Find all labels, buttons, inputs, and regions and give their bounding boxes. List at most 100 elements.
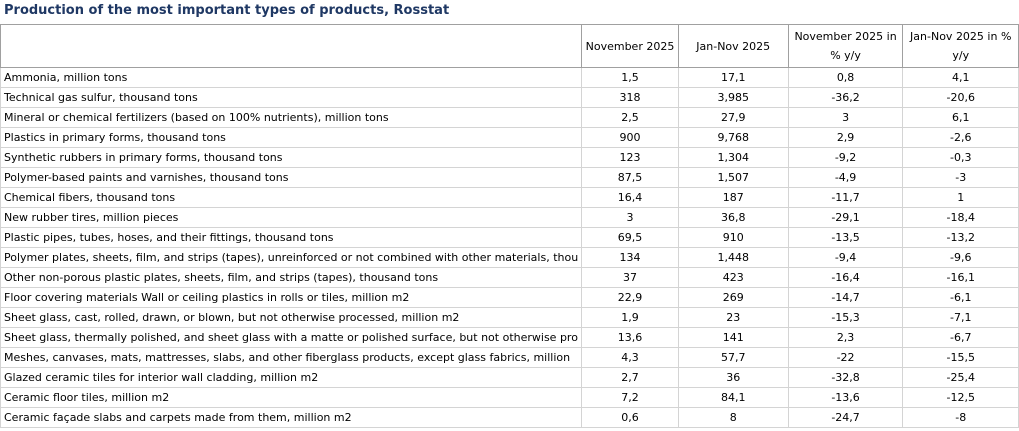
table-row: Technical gas sulfur, thousand tons 318 3,… bbox=[0, 87, 1019, 108]
label-cell: Meshes, canvases, mats, mattresses, slab… bbox=[0, 347, 583, 368]
number-cell: 1,304 bbox=[677, 147, 789, 168]
number-cell: -14,7 bbox=[787, 287, 904, 308]
number-cell: -13,5 bbox=[787, 227, 904, 248]
table-row: Synthetic rubbers in primary forms, thou… bbox=[0, 147, 1019, 168]
number-cell: -36,2 bbox=[787, 87, 904, 108]
table: November 2025 Jan-Nov 2025 November 2025 i… bbox=[0, 24, 1019, 428]
number-cell: -4,9 bbox=[787, 167, 904, 188]
number-cell: -22 bbox=[787, 347, 904, 368]
number-cell: -9,4 bbox=[787, 247, 904, 268]
number-cell: -15,3 bbox=[787, 307, 904, 328]
number-cell: -29,1 bbox=[787, 207, 904, 228]
label-cell: Other non-porous plastic plates, sheets,… bbox=[0, 267, 583, 288]
number-cell: 1,5 bbox=[581, 67, 679, 88]
number-cell: -9,2 bbox=[787, 147, 904, 168]
table-row: Ceramic façade slabs and carpets made fr… bbox=[0, 407, 1019, 428]
label-cell: Ceramic façade slabs and carpets made fr… bbox=[0, 407, 583, 428]
number-cell: 423 bbox=[677, 267, 789, 288]
label-cell: Glazed ceramic tiles for interior wall c… bbox=[0, 367, 583, 388]
number-cell: -20,6 bbox=[902, 87, 1019, 108]
column-header: November 2025 bbox=[581, 24, 679, 68]
number-cell: -6,1 bbox=[902, 287, 1019, 308]
label-cell: Sheet glass, cast, rolled, drawn, or blo… bbox=[0, 307, 583, 328]
number-cell: -16,4 bbox=[787, 267, 904, 288]
table-row: Polymer-based paints and varnishes, thou… bbox=[0, 167, 1019, 188]
number-cell: -11,7 bbox=[787, 187, 904, 208]
number-cell: 13,6 bbox=[581, 327, 679, 348]
number-cell: -3 bbox=[902, 167, 1019, 188]
number-cell: 900 bbox=[581, 127, 679, 148]
label-cell: Floor covering materials Wall or ceiling… bbox=[0, 287, 583, 308]
number-cell: -0,3 bbox=[902, 147, 1019, 168]
table-row: Plastics in primary forms, thousand tons… bbox=[0, 127, 1019, 148]
number-cell: 1 bbox=[902, 187, 1019, 208]
column-header: November 2025 in % y/y bbox=[787, 24, 904, 68]
number-cell: 1,507 bbox=[677, 167, 789, 188]
number-cell: 187 bbox=[677, 187, 789, 208]
number-cell: -13,2 bbox=[902, 227, 1019, 248]
number-cell: 16,4 bbox=[581, 187, 679, 208]
header-text: Jan-Nov 2025 bbox=[696, 39, 771, 53]
table-row: Polymer plates, sheets, film, and strips… bbox=[0, 247, 1019, 268]
number-cell: 123 bbox=[581, 147, 679, 168]
header-text: Jan-Nov 2025 in % y/y bbox=[910, 30, 1012, 62]
number-cell: 1,9 bbox=[581, 307, 679, 328]
label-cell: Ceramic floor tiles, million m2 bbox=[0, 387, 583, 408]
table-row: Meshes, canvases, mats, mattresses, slab… bbox=[0, 347, 1019, 368]
label-cell: Mineral or chemical fertilizers (based o… bbox=[0, 107, 583, 128]
number-cell: 37 bbox=[581, 267, 679, 288]
number-cell: 87,5 bbox=[581, 167, 679, 188]
number-cell: 9,768 bbox=[677, 127, 789, 148]
number-cell: 3 bbox=[581, 207, 679, 228]
number-cell: -15,5 bbox=[902, 347, 1019, 368]
label-cell: Polymer-based paints and varnishes, thou… bbox=[0, 167, 583, 188]
table-row: Ceramic floor tiles, million m2 7,2 84,1 -1… bbox=[0, 387, 1019, 408]
number-cell: 27,9 bbox=[677, 107, 789, 128]
number-cell: 22,9 bbox=[581, 287, 679, 308]
number-cell: -6,7 bbox=[902, 327, 1019, 348]
number-cell: 318 bbox=[581, 87, 679, 108]
number-cell: -2,6 bbox=[902, 127, 1019, 148]
number-cell: 269 bbox=[677, 287, 789, 308]
number-cell: 4,3 bbox=[581, 347, 679, 368]
number-cell: 0,8 bbox=[787, 67, 904, 88]
number-cell: -13,6 bbox=[787, 387, 904, 408]
table-row: Floor covering materials Wall or ceiling… bbox=[0, 287, 1019, 308]
column-header: Jan-Nov 2025 bbox=[677, 24, 789, 68]
number-cell: 23 bbox=[677, 307, 789, 328]
label-cell: Technical gas sulfur, thousand tons bbox=[0, 87, 583, 108]
number-cell: 57,7 bbox=[677, 347, 789, 368]
number-cell: 4,1 bbox=[902, 67, 1019, 88]
label-cell: Plastics in primary forms, thousand tons bbox=[0, 127, 583, 148]
number-cell: 8 bbox=[677, 407, 789, 428]
number-cell: 3,985 bbox=[677, 87, 789, 108]
table-row: Ammonia, million tons 1,5 17,1 0,8 4,1 bbox=[0, 67, 1019, 88]
number-cell: 69,5 bbox=[581, 227, 679, 248]
number-cell: 2,7 bbox=[581, 367, 679, 388]
label-cell: New rubber tires, million pieces bbox=[0, 207, 583, 228]
number-cell: 17,1 bbox=[677, 67, 789, 88]
label-cell: Synthetic rubbers in primary forms, thou… bbox=[0, 147, 583, 168]
number-cell: 6,1 bbox=[902, 107, 1019, 128]
table-row: Other non-porous plastic plates, sheets,… bbox=[0, 267, 1019, 288]
number-cell: 0,6 bbox=[581, 407, 679, 428]
label-cell: Sheet glass, thermally polished, and she… bbox=[0, 327, 583, 348]
number-cell: -25,4 bbox=[902, 367, 1019, 388]
table-row: Sheet glass, cast, rolled, drawn, or blo… bbox=[0, 307, 1019, 328]
table-row: Plastic pipes, tubes, hoses, and their f… bbox=[0, 227, 1019, 248]
number-cell: 2,3 bbox=[787, 327, 904, 348]
number-cell: 1,448 bbox=[677, 247, 789, 268]
number-cell: 2,9 bbox=[787, 127, 904, 148]
label-cell: Polymer plates, sheets, film, and strips… bbox=[0, 247, 583, 268]
label-cell: Plastic pipes, tubes, hoses, and their f… bbox=[0, 227, 583, 248]
number-cell: 36 bbox=[677, 367, 789, 388]
number-cell: 3 bbox=[787, 107, 904, 128]
number-cell: 7,2 bbox=[581, 387, 679, 408]
number-cell: -9,6 bbox=[902, 247, 1019, 268]
label-cell: Chemical fibers, thousand tons bbox=[0, 187, 583, 208]
header-text: November 2025 in % y/y bbox=[794, 30, 897, 62]
column-header bbox=[0, 24, 583, 68]
number-cell: -18,4 bbox=[902, 207, 1019, 228]
header-text: November 2025 bbox=[585, 39, 675, 53]
